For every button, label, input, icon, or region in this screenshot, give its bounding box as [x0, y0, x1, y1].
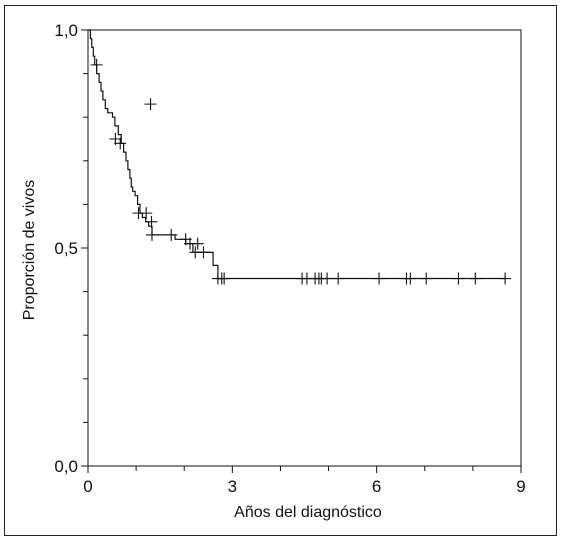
x-axis-title: Años del diagnóstico: [234, 504, 382, 521]
censored-mark: [499, 272, 512, 285]
censored-mark: [321, 272, 334, 285]
censored-mark: [197, 246, 210, 259]
censored-mark: [420, 272, 433, 285]
censored-mark: [404, 272, 417, 285]
x-tick-label: 3: [228, 477, 237, 496]
censored-mark: [114, 137, 127, 150]
censored-mark: [144, 98, 157, 111]
x-tick-label: 9: [516, 477, 525, 496]
censored-mark: [191, 237, 204, 250]
censored-mark: [469, 272, 482, 285]
y-tick-label: 0,5: [54, 239, 78, 258]
censored-mark: [332, 272, 345, 285]
censored-mark: [145, 215, 158, 228]
y-tick-label: 1,0: [54, 21, 78, 40]
survival-step-line: [88, 29, 507, 280]
plot-frame: [87, 29, 522, 467]
figure-frame: [4, 5, 557, 536]
censored-mark: [373, 272, 386, 285]
y-axis-title: Proporción de vivos: [21, 180, 38, 321]
censored-mark: [140, 207, 153, 220]
censored-mark: [145, 228, 158, 241]
censored-mark: [165, 228, 178, 241]
y-tick-label: 0,0: [54, 457, 78, 476]
censored-mark: [90, 58, 103, 71]
censored-mark: [218, 272, 231, 285]
x-tick-label: 6: [372, 477, 381, 496]
x-tick-label: 0: [83, 477, 92, 496]
censored-mark: [452, 272, 465, 285]
